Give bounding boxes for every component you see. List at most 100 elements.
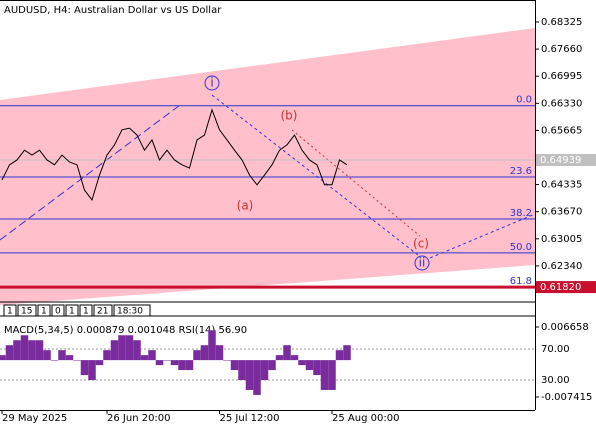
macd-bar <box>80 360 89 376</box>
macd-bar <box>328 360 336 390</box>
separator-box <box>17 304 37 317</box>
wave-label: (a) <box>237 199 254 213</box>
channel <box>0 28 535 305</box>
separator-label: 0 <box>55 307 61 317</box>
price-label: 0.61820 <box>540 282 581 293</box>
wave-label: ii <box>419 256 426 270</box>
separator-box <box>3 304 17 317</box>
macd-bar <box>58 350 66 361</box>
macd-bar <box>245 360 254 390</box>
macd-bar <box>110 340 119 361</box>
macd-bar <box>140 355 149 361</box>
macd-bar <box>305 360 314 371</box>
separator-box <box>37 304 51 317</box>
macd-bar <box>298 360 306 366</box>
chart-title: AUDUSD, H4: Australian Dollar vs US Doll… <box>4 5 222 16</box>
y-tick-label: -0.007415 <box>541 392 592 403</box>
macd-bar <box>73 360 81 361</box>
fib-label: 0.0 <box>516 95 532 106</box>
y2-tick-label: 70.00 <box>541 344 570 355</box>
macd-bar <box>28 340 36 361</box>
separator-box <box>113 304 151 317</box>
macd-bar <box>103 350 111 361</box>
fib-label: 61.8 <box>510 276 532 287</box>
macd-bar <box>283 345 291 361</box>
y2-tick-label: 30.00 <box>541 375 570 386</box>
y-tick-label: 0.65665 <box>541 125 582 136</box>
macd-bar <box>343 345 351 361</box>
price-box <box>536 153 596 166</box>
y-tick-label: 0.68325 <box>541 17 582 28</box>
macd-bar <box>320 360 329 390</box>
macd-bar <box>50 360 59 361</box>
y-tick-label: 0.64335 <box>541 180 582 191</box>
macd-bar <box>170 360 179 366</box>
price-label: 0.64939 <box>540 155 581 166</box>
macd-bar <box>208 330 216 361</box>
y-tick-label: 0.66995 <box>541 71 582 82</box>
separator-label: 1 <box>41 307 47 317</box>
macd-bar <box>65 355 74 361</box>
fib-label: 50.0 <box>510 242 532 253</box>
macd-bar <box>133 340 141 361</box>
macd-bar <box>215 345 224 361</box>
separator-box <box>79 304 93 317</box>
separator-box <box>51 304 65 317</box>
macd-bar <box>275 355 284 361</box>
macd-bar <box>313 360 321 376</box>
wave-label: (c) <box>413 237 429 251</box>
macd-bar <box>268 360 276 371</box>
macd-bar <box>260 360 269 381</box>
macd-bar <box>35 340 44 361</box>
price-line <box>1 108 348 201</box>
macd-bar <box>148 350 156 361</box>
macd-bar <box>185 360 194 371</box>
fib-label: 38.2 <box>510 208 532 219</box>
y-tick-label: 0.63670 <box>541 207 582 218</box>
macd-bar <box>125 335 134 361</box>
separator-label: 15 <box>21 307 32 317</box>
separator-label: 1 <box>7 307 13 317</box>
macd-bar <box>230 360 239 371</box>
separator-label: 1 <box>69 307 75 317</box>
indicator-label: MACD(5,34,5) 0.000879 0.001048 RSI(14) 5… <box>4 325 247 336</box>
macd-bar <box>0 355 6 361</box>
x-tick-label: 25 Jul 12:00 <box>220 413 280 424</box>
macd-bar <box>238 360 246 381</box>
macd-bar <box>155 360 164 366</box>
y-tick-label: 0.67660 <box>541 44 582 55</box>
y-tick-label: 0.66330 <box>541 98 582 109</box>
price-box <box>536 281 596 294</box>
y-tick-label: 0.62340 <box>541 261 582 272</box>
macd-bar <box>178 360 186 371</box>
wave-line <box>429 213 536 259</box>
separator-label: 1 <box>83 307 89 317</box>
wave-line <box>211 94 419 256</box>
macd-bar <box>95 360 104 366</box>
wave-circle <box>204 75 220 91</box>
separator-box <box>65 304 79 317</box>
x-tick-label: 26 Jun 20:00 <box>107 413 171 424</box>
macd-bar <box>290 355 299 361</box>
separator-label: 21 <box>97 307 108 317</box>
macd-bar <box>13 340 21 361</box>
y-tick-label: 0.006658 <box>541 322 589 333</box>
macd-bar <box>193 350 201 361</box>
fib-label: 23.6 <box>510 166 532 177</box>
macd-bar <box>163 360 171 361</box>
wave-label: (b) <box>281 109 298 123</box>
wave-label: i <box>210 76 213 90</box>
separator-box <box>93 304 113 317</box>
macd-bar <box>118 335 126 361</box>
x-tick-label: 29 May 2025 <box>2 413 67 424</box>
macd-bar <box>335 350 344 361</box>
macd-bar <box>253 360 261 395</box>
separator-label: 18:30 <box>117 307 143 317</box>
macd-bar <box>200 345 209 361</box>
macd-bar <box>223 360 231 361</box>
y-tick-label: 0.63005 <box>541 234 582 245</box>
x-tick-label: 25 Aug 00:00 <box>332 413 399 424</box>
wave-circle <box>414 255 430 271</box>
macd-bar <box>88 360 96 381</box>
